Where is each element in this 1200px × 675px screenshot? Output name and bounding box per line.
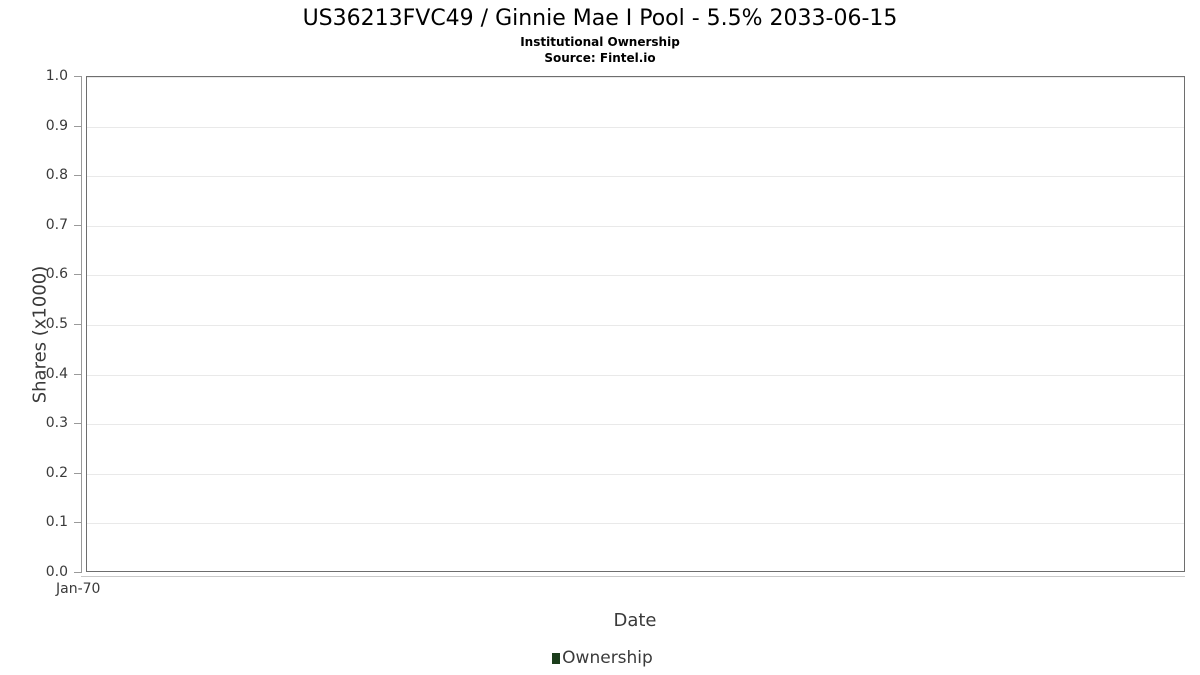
y-axis-tick-label: 0.9 (45, 118, 68, 134)
legend-swatch-icon (552, 652, 561, 664)
y-axis-tick (74, 374, 81, 375)
y-axis-tick (74, 324, 81, 325)
x-axis-tick-label: Jan-70 (56, 581, 101, 597)
x-axis-spine (81, 576, 1185, 577)
y-axis-tick (74, 473, 81, 474)
y-axis-tick (74, 76, 81, 77)
y-axis-tick (74, 274, 81, 275)
y-axis-tick (74, 225, 81, 226)
gridline (87, 424, 1184, 426)
chart-legend: Ownership (0, 648, 1200, 668)
gridline (87, 473, 1184, 475)
gridline (87, 77, 1184, 78)
y-axis-tick-label: 0.4 (45, 366, 68, 382)
y-axis-tick-label: 0.1 (45, 514, 68, 530)
gridline (87, 275, 1184, 277)
chart-source-label: Source: Fintel.io (544, 51, 656, 65)
series-layer (87, 77, 1184, 571)
y-axis-tick (74, 175, 81, 176)
gridline (87, 176, 1184, 178)
gridline (87, 523, 1184, 525)
y-axis-tick-label: 0.5 (45, 316, 68, 332)
gridline (87, 325, 1184, 326)
chart-title: US36213FVC49 / Ginnie Mae I Pool - 5.5% … (302, 6, 898, 31)
y-axis-label: Shares (x1000) (29, 265, 51, 404)
y-axis-tick-label: 0.3 (45, 415, 68, 431)
gridline (87, 225, 1184, 227)
y-axis-spine (81, 76, 82, 573)
y-axis-tick (74, 126, 81, 127)
y-axis-tick (74, 572, 81, 573)
gridline (87, 374, 1184, 376)
chart-subtitle: Institutional Ownership (520, 35, 680, 49)
gridline (87, 126, 1184, 128)
y-axis-tick-label: 0.7 (45, 217, 68, 233)
y-axis-tick (74, 522, 81, 523)
y-axis-tick (74, 423, 81, 424)
y-axis-tick-label: 0.8 (45, 167, 68, 183)
y-axis-tick-label: 0.6 (45, 266, 68, 282)
y-axis-tick-label: 1.0 (45, 68, 68, 84)
plot-area (86, 76, 1185, 572)
x-axis-label: Date (613, 610, 657, 631)
legend-label: Ownership (562, 648, 653, 668)
y-axis-tick-label: 0.0 (45, 564, 68, 580)
legend-item[interactable]: Ownership (552, 648, 653, 668)
y-axis-tick-label: 0.2 (45, 465, 68, 481)
